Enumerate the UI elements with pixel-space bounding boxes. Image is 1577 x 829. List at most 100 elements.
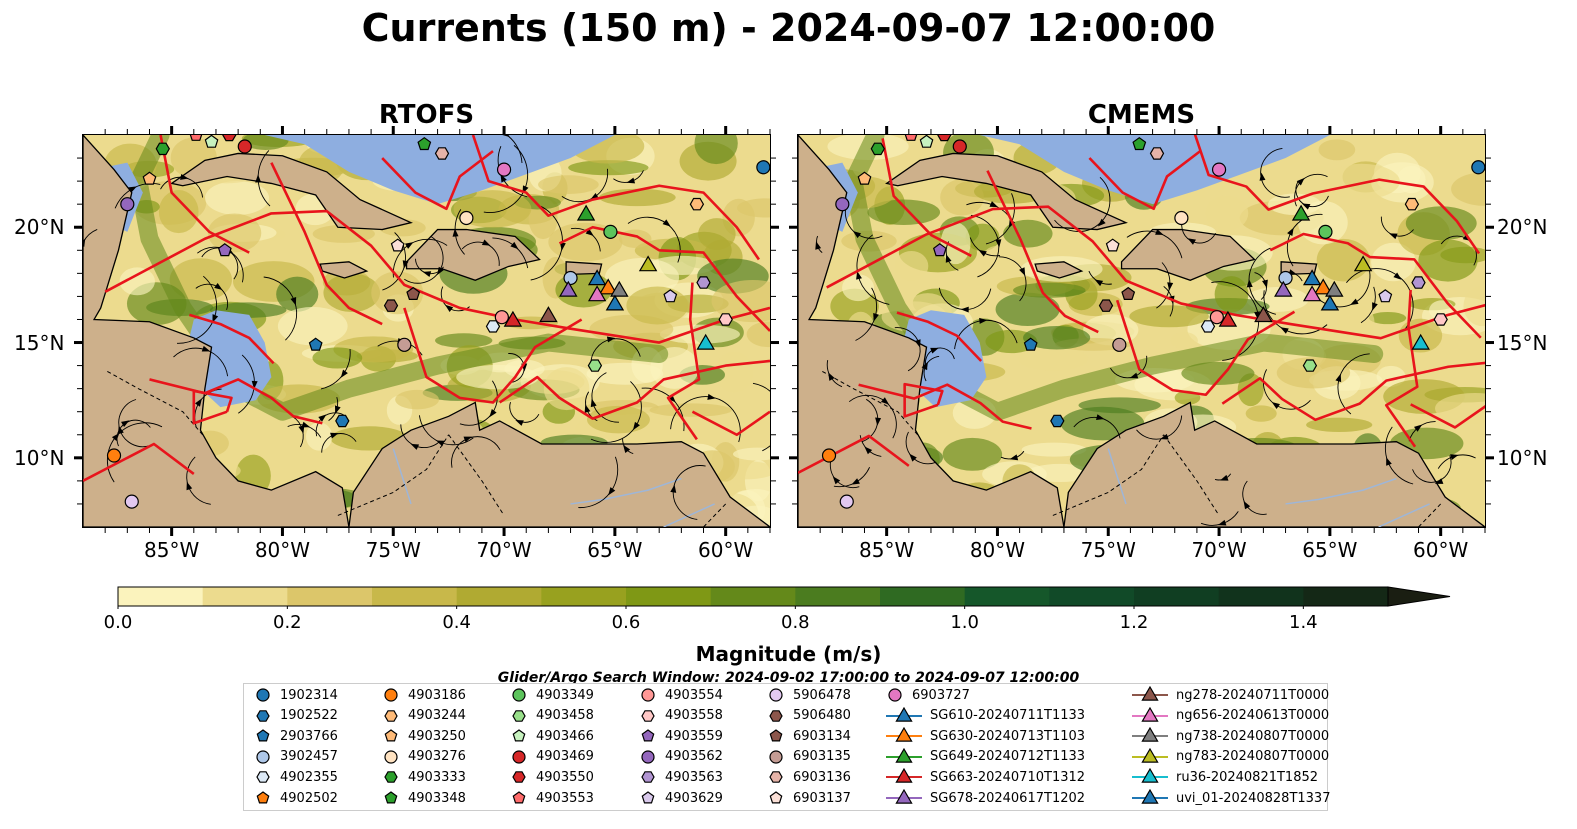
legend-label: 4903466	[536, 728, 594, 744]
legend-marker	[769, 709, 783, 722]
legend-hexagon-marker	[641, 709, 655, 722]
legend-item: 4903466	[508, 726, 594, 746]
legend-marker	[769, 771, 783, 784]
argo-float-5906480	[1098, 299, 1114, 312]
argo-float-4903469	[952, 139, 967, 154]
legend-label: 1902314	[280, 687, 338, 703]
legend-triangle-marker	[895, 768, 913, 784]
map-panel-cmems[interactable]	[797, 134, 1486, 528]
lat-tick-label: 15°N	[1497, 330, 1548, 355]
lat-tick-label: 20°N	[14, 215, 65, 240]
glider-ng278	[539, 306, 558, 323]
legend-marker	[641, 791, 655, 804]
legend-pentagon-marker	[256, 791, 270, 804]
legend-marker	[256, 688, 270, 702]
argo-float-4903629	[1378, 289, 1393, 303]
legend-label: ng656-20240613T0000	[1176, 708, 1330, 724]
legend-item: ng278-20240711T0000	[1130, 685, 1329, 705]
glider-ng783	[1353, 255, 1373, 272]
argo-float-4903559	[932, 243, 947, 257]
argo-float-6903137	[390, 238, 405, 252]
colorbar-bin	[541, 587, 627, 606]
colorbar-bin	[1134, 587, 1220, 606]
legend-triangle-marker	[895, 727, 913, 742]
legend-triangle-marker	[1141, 747, 1159, 763]
argo-float-4902355	[1200, 320, 1216, 333]
legend-hexagon-marker	[769, 771, 783, 784]
legend-item: SG678-20240617T1202	[884, 788, 1085, 808]
legend-marker	[256, 771, 270, 784]
legend-item: SG649-20240712T1133	[884, 747, 1085, 767]
legend-label: 4903333	[408, 769, 466, 785]
legend-item: 4903469	[508, 747, 594, 767]
legend-marker	[1132, 686, 1168, 701]
legend-item: 4903276	[380, 747, 466, 767]
legend-item: 1902522	[252, 706, 338, 726]
legend-item: ng656-20240613T0000	[1130, 706, 1329, 726]
legend-pentagon-marker	[384, 791, 398, 804]
colorbar-bin	[456, 587, 542, 606]
lon-tick-label: 85°W	[144, 538, 200, 562]
glider-SG678	[559, 280, 578, 297]
colorbar-tick-label: 0.2	[273, 612, 302, 633]
lon-tick-label: 75°W	[1080, 538, 1136, 562]
legend-label: SG630-20240713T1103	[930, 728, 1086, 744]
argo-float-4903348	[1132, 136, 1147, 151]
argo-float-6903134	[1121, 286, 1136, 300]
argo-float-4903458	[587, 359, 603, 372]
rivers	[392, 448, 715, 527]
glider-ng738	[1325, 280, 1344, 297]
legend-item: SG610-20240711T1133	[884, 706, 1085, 726]
lat-tick-label: 10°N	[14, 445, 65, 470]
legend-item: 4903458	[508, 706, 594, 726]
legend-item: SG663-20240710T1312	[884, 767, 1085, 787]
land	[83, 135, 770, 527]
argo-float-4903276	[459, 210, 474, 226]
colorbar-bin	[118, 587, 204, 606]
colorbar-tick-label: 0.8	[781, 612, 810, 633]
argo-float-6903136	[434, 147, 450, 160]
lon-tick-label: 65°W	[587, 538, 643, 562]
lon-tick-label: 70°W	[476, 538, 532, 562]
panel-title-cmems: CMEMS	[1087, 100, 1196, 130]
legend-marker	[512, 771, 526, 784]
legend-item: 4903563	[637, 767, 723, 787]
argo-float-4903553	[904, 135, 918, 141]
legend-marker	[886, 747, 922, 763]
argo-float-4903466	[919, 135, 934, 148]
colorbar-tick-label: 1.2	[1119, 612, 1149, 633]
legend-item: 4903629	[637, 788, 723, 808]
legend-circle-marker	[256, 688, 270, 702]
legend-triangle-marker	[895, 706, 913, 722]
legend-item: 4902502	[252, 788, 338, 808]
legend-label: 4903550	[536, 769, 594, 785]
legend-item: 3902457	[252, 747, 338, 767]
glider-uvi_01	[605, 294, 625, 311]
legend-circle-marker	[888, 688, 902, 702]
glider-SG630	[598, 278, 618, 295]
legend-marker	[886, 768, 922, 784]
argo-float-2903766	[308, 337, 323, 351]
legend-label: ru36-20240821T1852	[1176, 769, 1319, 785]
colorbar-extend-arrow	[1387, 586, 1451, 607]
argo-float-6903727	[496, 162, 512, 177]
colorbar-bin	[880, 587, 966, 606]
legend-marker	[512, 750, 526, 764]
legend-label: SG678-20240617T1202	[930, 790, 1086, 806]
legend-label: 4903629	[665, 790, 723, 806]
legend-label: 4903458	[536, 708, 594, 724]
argo-float-4903466	[204, 135, 219, 148]
land	[798, 135, 1485, 527]
legend-marker	[641, 771, 655, 784]
glider-SG678	[1274, 280, 1293, 297]
legend-hexagon-marker	[769, 709, 783, 722]
colorbar	[117, 586, 1451, 609]
argo-float-4903348	[417, 136, 432, 151]
legend-marker	[886, 727, 922, 742]
legend-marker	[641, 729, 655, 742]
map-panel-rtofs[interactable]	[82, 134, 771, 528]
argo-float-4903550	[222, 135, 237, 142]
legend-marker	[888, 688, 902, 702]
legend-circle-marker	[256, 750, 270, 764]
legend-item: 4903558	[637, 706, 723, 726]
